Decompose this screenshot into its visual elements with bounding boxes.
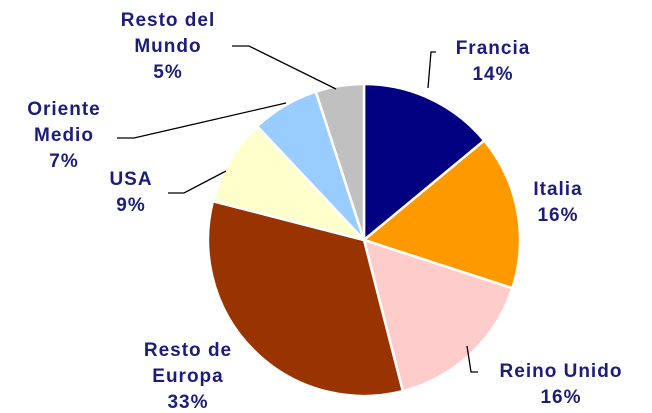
category-label: Resto del Mundo bbox=[120, 10, 216, 57]
slice-label: Italia 16% bbox=[478, 177, 638, 229]
category-label: Reino Unido bbox=[499, 361, 623, 382]
pie-slice bbox=[206, 199, 405, 398]
value-label: 33% bbox=[167, 392, 209, 413]
category-label: Resto de Europa bbox=[143, 340, 233, 387]
leader-line bbox=[232, 45, 337, 90]
category-label: Oriente Medio bbox=[27, 99, 101, 146]
value-label: 16% bbox=[540, 387, 582, 408]
category-label: USA bbox=[109, 169, 153, 190]
value-label: 9% bbox=[116, 195, 146, 216]
pie-slice bbox=[362, 82, 486, 243]
slice-label: USA 9% bbox=[81, 167, 181, 219]
leader-line bbox=[466, 345, 478, 373]
slice-label: Reino Unido 16% bbox=[471, 359, 651, 411]
value-label: 16% bbox=[537, 205, 579, 226]
slice-label: Oriente Medio 7% bbox=[19, 97, 109, 175]
category-label: Francia bbox=[455, 38, 531, 59]
slice-label: Francia 14% bbox=[413, 36, 573, 88]
category-label: Italia bbox=[533, 179, 583, 200]
value-label: 7% bbox=[49, 151, 79, 172]
pie-slice bbox=[314, 82, 366, 241]
slice-label: Resto de Europa 33% bbox=[128, 338, 248, 413]
leader-line bbox=[427, 51, 436, 89]
leader-line bbox=[117, 102, 287, 139]
pie-slice bbox=[361, 138, 522, 290]
leader-line bbox=[168, 170, 227, 194]
slice-label: Resto del Mundo 5% bbox=[103, 8, 233, 86]
pie-slice bbox=[362, 238, 514, 393]
value-label: 5% bbox=[153, 62, 183, 83]
value-label: 14% bbox=[472, 64, 514, 85]
pie-slice bbox=[211, 124, 368, 243]
